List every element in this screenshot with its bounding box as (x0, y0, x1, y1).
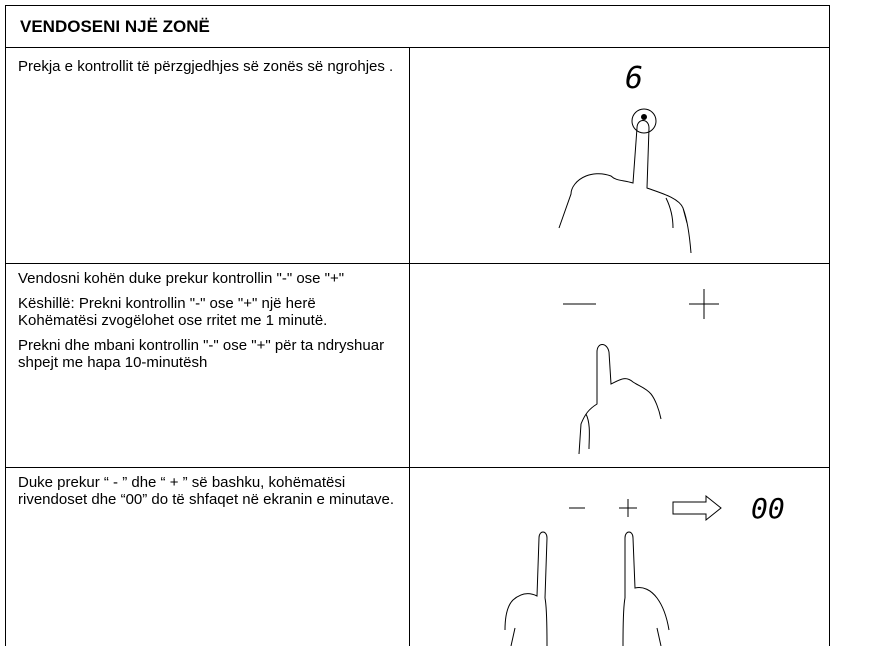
hand (622, 531, 670, 646)
paragraph: Vendosni kohën duke prekur kontrollin "-… (18, 270, 345, 287)
display-digit: 6 (625, 61, 643, 96)
table-row: Vendosni kohën duke prekur kontrollin "-… (6, 264, 829, 468)
table-row: Duke prekur “ - ” dhe “ + ” së bashku, k… (6, 468, 829, 646)
illustration: 6 (558, 61, 692, 254)
zone-button (631, 108, 657, 134)
table-header: VENDOSENI NJË ZONË (6, 6, 829, 48)
table-row: Prekja e kontrollit të përzgjedhjes së z… (6, 48, 829, 264)
illustration-cell: 00 (411, 468, 829, 646)
hand (578, 344, 662, 455)
header-title: VENDOSENI NJË ZONË (20, 17, 210, 36)
hand (558, 120, 692, 254)
display-digits: 00 (751, 492, 785, 525)
paragraph: Prekja e kontrollit të përzgjedhjes së z… (18, 58, 394, 75)
paragraph: Prekni dhe mbani kontrollin "-" ose "+" … (18, 337, 385, 371)
paragraph: Duke prekur “ - ” dhe “ + ” së bashku, k… (18, 474, 395, 508)
illustration (563, 289, 719, 455)
hand (504, 531, 548, 646)
text-cell: Duke prekur “ - ” dhe “ + ” së bashku, k… (6, 468, 410, 646)
instruction-table: VENDOSENI NJË ZONË Prekja e kontrollit t… (5, 5, 830, 646)
arrow (672, 494, 722, 522)
button-dot (641, 114, 647, 120)
illustration-cell: 6 (411, 48, 829, 263)
illustration-cell (411, 264, 829, 467)
paragraph: Këshillë: Prekni kontrollin "-" ose "+" … (18, 295, 328, 329)
text-cell: Prekja e kontrollit të përzgjedhjes së z… (6, 48, 410, 263)
illustration: 00 (504, 492, 785, 646)
text-cell: Vendosni kohën duke prekur kontrollin "-… (6, 264, 410, 467)
